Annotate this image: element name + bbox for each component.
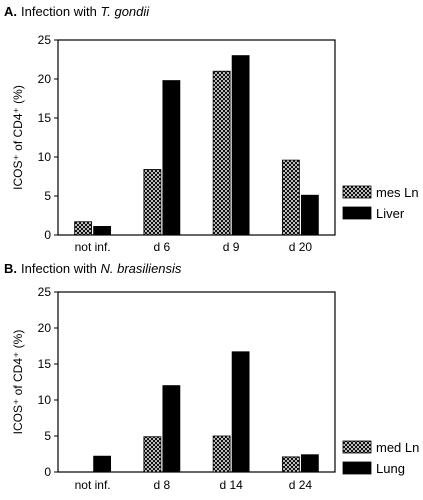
bar-crosshatch <box>143 436 162 473</box>
bar-solid <box>93 455 112 473</box>
y-tick-label: 15 <box>38 111 52 125</box>
bar-crosshatch <box>74 221 93 236</box>
bar-solid <box>162 385 181 473</box>
y-tick-label: 20 <box>38 72 52 86</box>
panel-b-title: B. Infection with N. brasiliensis <box>4 261 181 276</box>
x-tick-label: not inf. <box>75 478 111 492</box>
panel-b-title-organism: N. brasiliensis <box>100 261 182 276</box>
x-tick-label: not inf. <box>75 240 111 254</box>
x-tick-label: d 9 <box>223 240 240 254</box>
y-axis-label: ICOS⁺ of CD4⁺ (%) <box>11 85 25 190</box>
x-tick-label: d 6 <box>154 240 171 254</box>
legend-label: med Ln <box>376 440 419 455</box>
bar-solid <box>93 226 112 236</box>
x-tick-label: d 14 <box>219 478 243 492</box>
bar-crosshatch <box>143 169 162 236</box>
legend-swatch <box>342 185 372 199</box>
bar-solid <box>231 351 250 473</box>
bar-solid <box>300 454 319 473</box>
legend-label: Lung <box>376 461 405 476</box>
y-tick-label: 0 <box>44 228 51 242</box>
panel-a-title-organism: T. gondii <box>100 4 150 19</box>
plot-frame <box>57 291 336 473</box>
bar-crosshatch <box>281 456 300 473</box>
y-tick-label: 0 <box>44 465 51 479</box>
chart-a: 0 5 10 15 20 25 ICOS⁺ of CD4⁺ (%) not inf. d 6 d … <box>11 33 419 254</box>
legend-swatch <box>342 206 372 220</box>
panel-a-title: A. Infection with T. gondii <box>4 4 149 19</box>
panel-a-letter: A. <box>4 4 17 19</box>
bar-solid <box>231 55 250 236</box>
bar-crosshatch <box>281 159 300 236</box>
y-tick-label: 10 <box>38 150 52 164</box>
chart-b: 0 5 10 15 20 25 ICOS⁺ of CD4⁺ (%) not inf. d 8 d … <box>11 285 419 492</box>
x-tick-label: d 8 <box>154 478 171 492</box>
y-tick-label: 25 <box>38 285 52 299</box>
y-tick-label: 10 <box>38 393 52 407</box>
y-tick-label: 15 <box>38 357 52 371</box>
legend-label: mes Ln <box>376 185 419 200</box>
bar-crosshatch <box>212 435 231 473</box>
x-tick-label: d 20 <box>289 240 313 254</box>
bar-solid <box>300 194 319 236</box>
legend-swatch <box>342 461 372 475</box>
y-axis-label: ICOS⁺ of CD4⁺ (%) <box>11 330 25 435</box>
y-tick-label: 25 <box>38 33 52 47</box>
y-tick-label: 5 <box>44 189 51 203</box>
panel-a-title-prefix: Infection with <box>21 4 101 19</box>
plot-frame <box>57 39 336 236</box>
y-tick-label: 20 <box>38 321 52 335</box>
panel-b-title-prefix: Infection with <box>21 261 101 276</box>
legend-swatch <box>342 440 372 454</box>
panel-b-letter: B. <box>4 261 17 276</box>
x-tick-label: d 24 <box>289 478 313 492</box>
legend-label: Liver <box>376 206 405 221</box>
bar-solid <box>162 80 181 236</box>
bar-crosshatch <box>212 70 231 236</box>
y-tick-label: 5 <box>44 429 51 443</box>
